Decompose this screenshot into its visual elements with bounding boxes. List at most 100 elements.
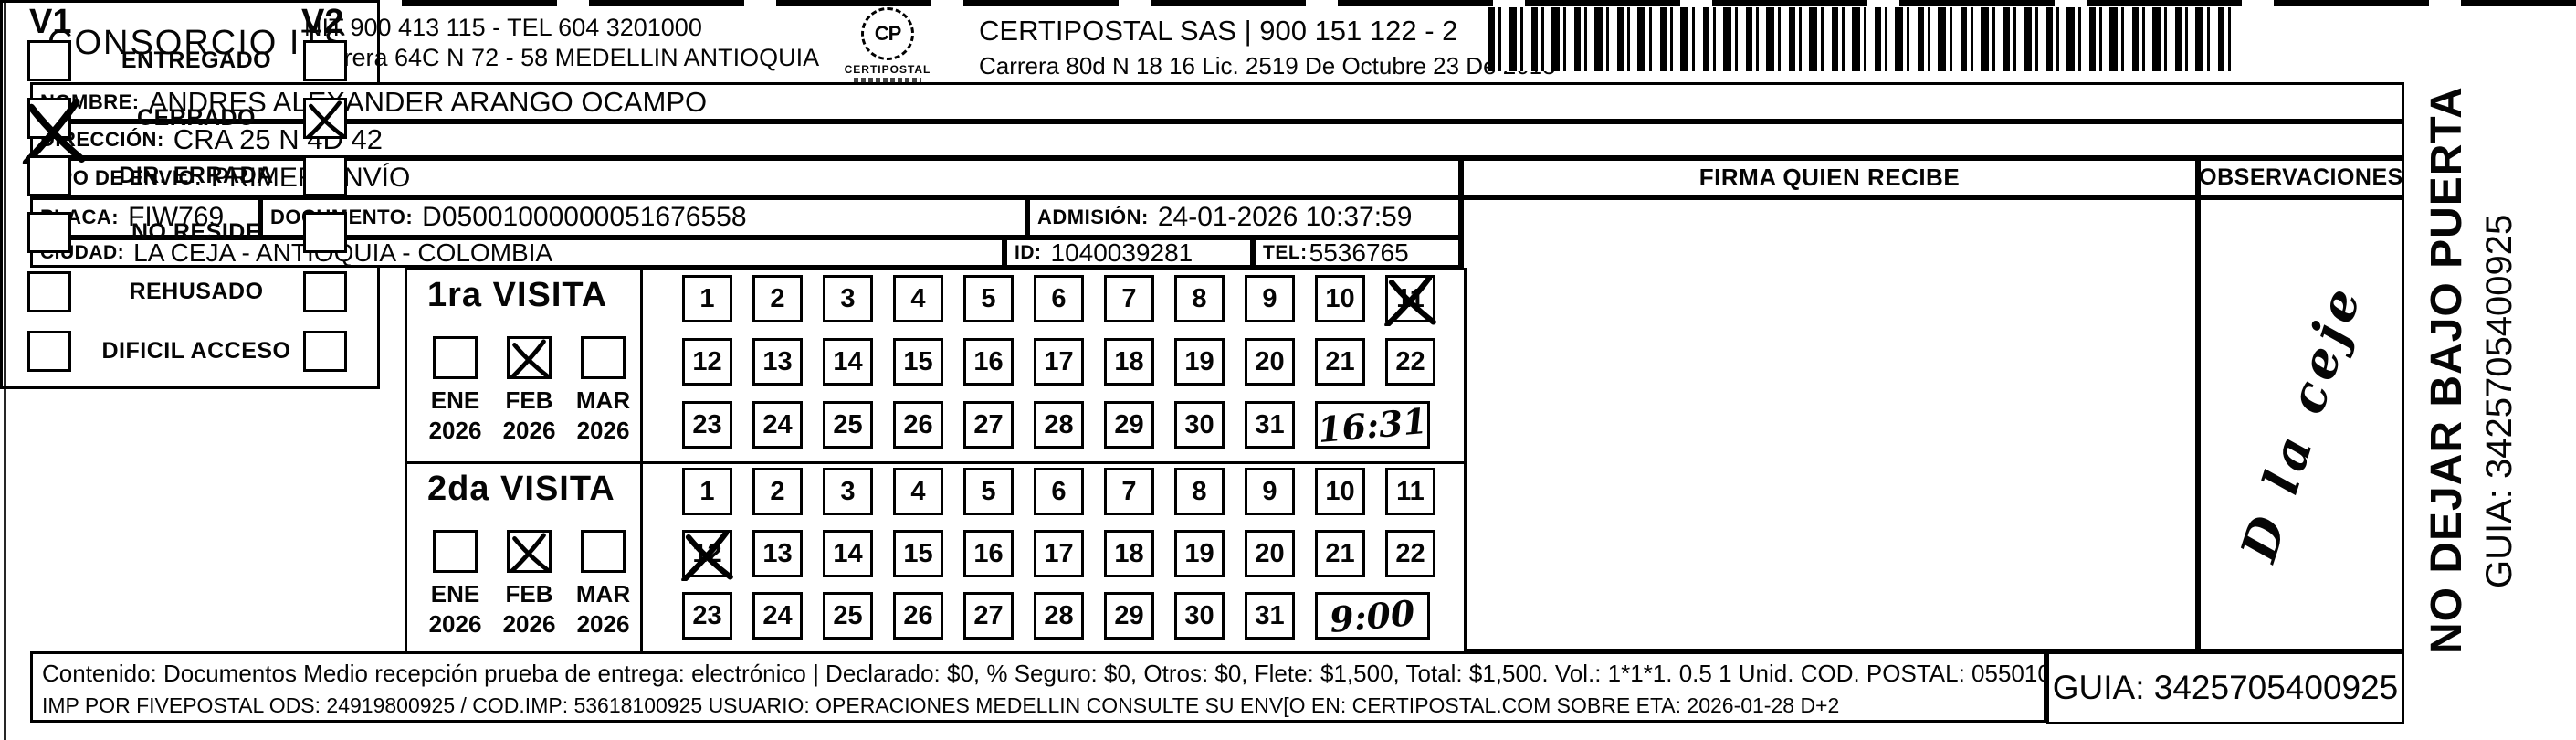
day-cell-17[interactable]: 17 xyxy=(1034,530,1084,577)
day-cell-11[interactable]: 11 xyxy=(1384,275,1436,326)
month-checkbox-mar[interactable] xyxy=(581,336,626,379)
time-note-box[interactable]: 9:00 xyxy=(1315,592,1430,640)
company-name: CONSORCIO ITS xyxy=(47,24,350,62)
day-cell-22[interactable]: 22 xyxy=(1385,338,1435,386)
day-cell-23[interactable]: 23 xyxy=(682,592,732,640)
day-cell-20[interactable]: 20 xyxy=(1245,530,1295,577)
no-dejar-bajo-puerta-note: NO DEJAR BAJO PUERTA xyxy=(2423,86,2471,654)
day-cell-14[interactable]: 14 xyxy=(823,338,873,386)
firma-signature-area[interactable] xyxy=(1461,197,2198,651)
day-cell-23[interactable]: 23 xyxy=(682,401,732,449)
day-cell-13[interactable]: 13 xyxy=(752,530,803,577)
partner-name: CERTIPOSTAL SAS | 900 151 122 - 2 xyxy=(979,15,1458,47)
day-cell-3[interactable]: 3 xyxy=(823,468,873,515)
day-cell-4[interactable]: 4 xyxy=(893,468,943,515)
v2-checkbox[interactable] xyxy=(303,331,347,372)
month-checkbox-feb[interactable] xyxy=(507,530,552,573)
day-cell-12[interactable]: 12 xyxy=(682,338,732,386)
day-cell-9[interactable]: 9 xyxy=(1245,468,1295,515)
day-cell-13[interactable]: 13 xyxy=(752,338,803,386)
day-cell-7[interactable]: 7 xyxy=(1104,275,1154,322)
day-cell-15[interactable]: 15 xyxy=(893,338,943,386)
v1-checkbox[interactable] xyxy=(27,212,71,253)
day-cell-16[interactable]: 16 xyxy=(963,530,1014,577)
day-cell-12[interactable]: 12 xyxy=(681,530,733,581)
v1-checkbox[interactable] xyxy=(27,271,71,312)
visita-2-title: 2da VISITA xyxy=(427,470,615,508)
day-cell-30[interactable]: 30 xyxy=(1174,592,1225,640)
day-cell-7[interactable]: 7 xyxy=(1104,468,1154,515)
month-checkbox-ene[interactable] xyxy=(433,336,478,379)
day-cell-11[interactable]: 11 xyxy=(1385,468,1435,515)
v2-checkbox[interactable] xyxy=(303,40,347,81)
v2-checkbox[interactable] xyxy=(303,271,347,312)
v1-checkbox[interactable] xyxy=(27,40,71,81)
day-cell-28[interactable]: 28 xyxy=(1034,592,1084,640)
v2-checkbox[interactable] xyxy=(303,212,347,253)
documento-cell: DOCUMENTO: D05001000000051676558 xyxy=(260,197,1027,238)
day-cell-26[interactable]: 26 xyxy=(893,401,943,449)
day-cell-27[interactable]: 27 xyxy=(963,592,1014,640)
day-cell-5[interactable]: 5 xyxy=(963,468,1014,515)
day-cell-31[interactable]: 31 xyxy=(1245,592,1295,640)
day-cell-17[interactable]: 17 xyxy=(1034,338,1084,386)
day-cell-25[interactable]: 25 xyxy=(823,401,873,449)
day-cell-21[interactable]: 21 xyxy=(1315,338,1365,386)
day-cell-8[interactable]: 8 xyxy=(1174,275,1225,322)
v1-checkbox[interactable] xyxy=(22,98,86,164)
day-cell-6[interactable]: 6 xyxy=(1034,275,1084,322)
v1-checkbox[interactable] xyxy=(27,155,71,196)
day-cell-10[interactable]: 10 xyxy=(1315,468,1365,515)
day-cell-1[interactable]: 1 xyxy=(682,468,732,515)
day-cell-5[interactable]: 5 xyxy=(963,275,1014,322)
day-cell-24[interactable]: 24 xyxy=(752,592,803,640)
day-cell-19[interactable]: 19 xyxy=(1174,530,1225,577)
month-column-feb: FEB 2026 xyxy=(492,336,566,445)
day-cell-15[interactable]: 15 xyxy=(893,530,943,577)
visita-1-day-row-1: 1 2 3 4 5 6 7 8 9 10 11 xyxy=(682,275,1436,326)
day-cell-3[interactable]: 3 xyxy=(823,275,873,322)
day-cell-2[interactable]: 2 xyxy=(752,275,803,322)
day-cell-10[interactable]: 10 xyxy=(1315,275,1365,322)
day-cell-22[interactable]: 22 xyxy=(1385,530,1435,577)
certipostal-logo-icon: CP xyxy=(861,7,914,60)
day-cell-31[interactable]: 31 xyxy=(1245,401,1295,449)
v1-checkbox[interactable] xyxy=(27,331,71,372)
day-cell-26[interactable]: 26 xyxy=(893,592,943,640)
day-cell-21[interactable]: 21 xyxy=(1315,530,1365,577)
day-cell-18[interactable]: 18 xyxy=(1104,530,1154,577)
day-cell-29[interactable]: 29 xyxy=(1104,401,1154,449)
day-cell-2[interactable]: 2 xyxy=(752,468,803,515)
day-cell-1[interactable]: 1 xyxy=(682,275,732,322)
day-cell-27[interactable]: 27 xyxy=(963,401,1014,449)
month-column-mar: MAR 2026 xyxy=(566,336,640,445)
day-cell-25[interactable]: 25 xyxy=(823,592,873,640)
v2-checkbox[interactable] xyxy=(303,155,347,196)
day-cell-16[interactable]: 16 xyxy=(963,338,1014,386)
logo-monogram: CP xyxy=(874,22,902,45)
visita-2-month-columns: ENE 2026 FEB 2026 MAR 2026 xyxy=(418,530,640,639)
day-cell-4[interactable]: 4 xyxy=(893,275,943,322)
v2-checkbox[interactable] xyxy=(303,98,347,139)
day-cell-9[interactable]: 9 xyxy=(1245,275,1295,322)
day-cell-24[interactable]: 24 xyxy=(752,401,803,449)
month-label: ENE xyxy=(430,580,480,608)
day-cell-18[interactable]: 18 xyxy=(1104,338,1154,386)
day-cell-8[interactable]: 8 xyxy=(1174,468,1225,515)
day-cell-19[interactable]: 19 xyxy=(1174,338,1225,386)
day-cell-6[interactable]: 6 xyxy=(1034,468,1084,515)
tel-cell: TEL: 5536765 xyxy=(1253,238,1461,268)
month-checkbox-mar[interactable] xyxy=(581,530,626,573)
month-checkbox-ene[interactable] xyxy=(433,530,478,573)
observaciones-area[interactable] xyxy=(2198,197,2404,651)
day-cell-30[interactable]: 30 xyxy=(1174,401,1225,449)
day-cell-29[interactable]: 29 xyxy=(1104,592,1154,640)
month-year: 2026 xyxy=(576,417,630,444)
month-checkbox-feb[interactable] xyxy=(507,336,552,379)
day-cell-14[interactable]: 14 xyxy=(823,530,873,577)
day-cell-20[interactable]: 20 xyxy=(1245,338,1295,386)
day-cell-28[interactable]: 28 xyxy=(1034,401,1084,449)
time-note-box[interactable]: 16:31 xyxy=(1315,399,1430,450)
